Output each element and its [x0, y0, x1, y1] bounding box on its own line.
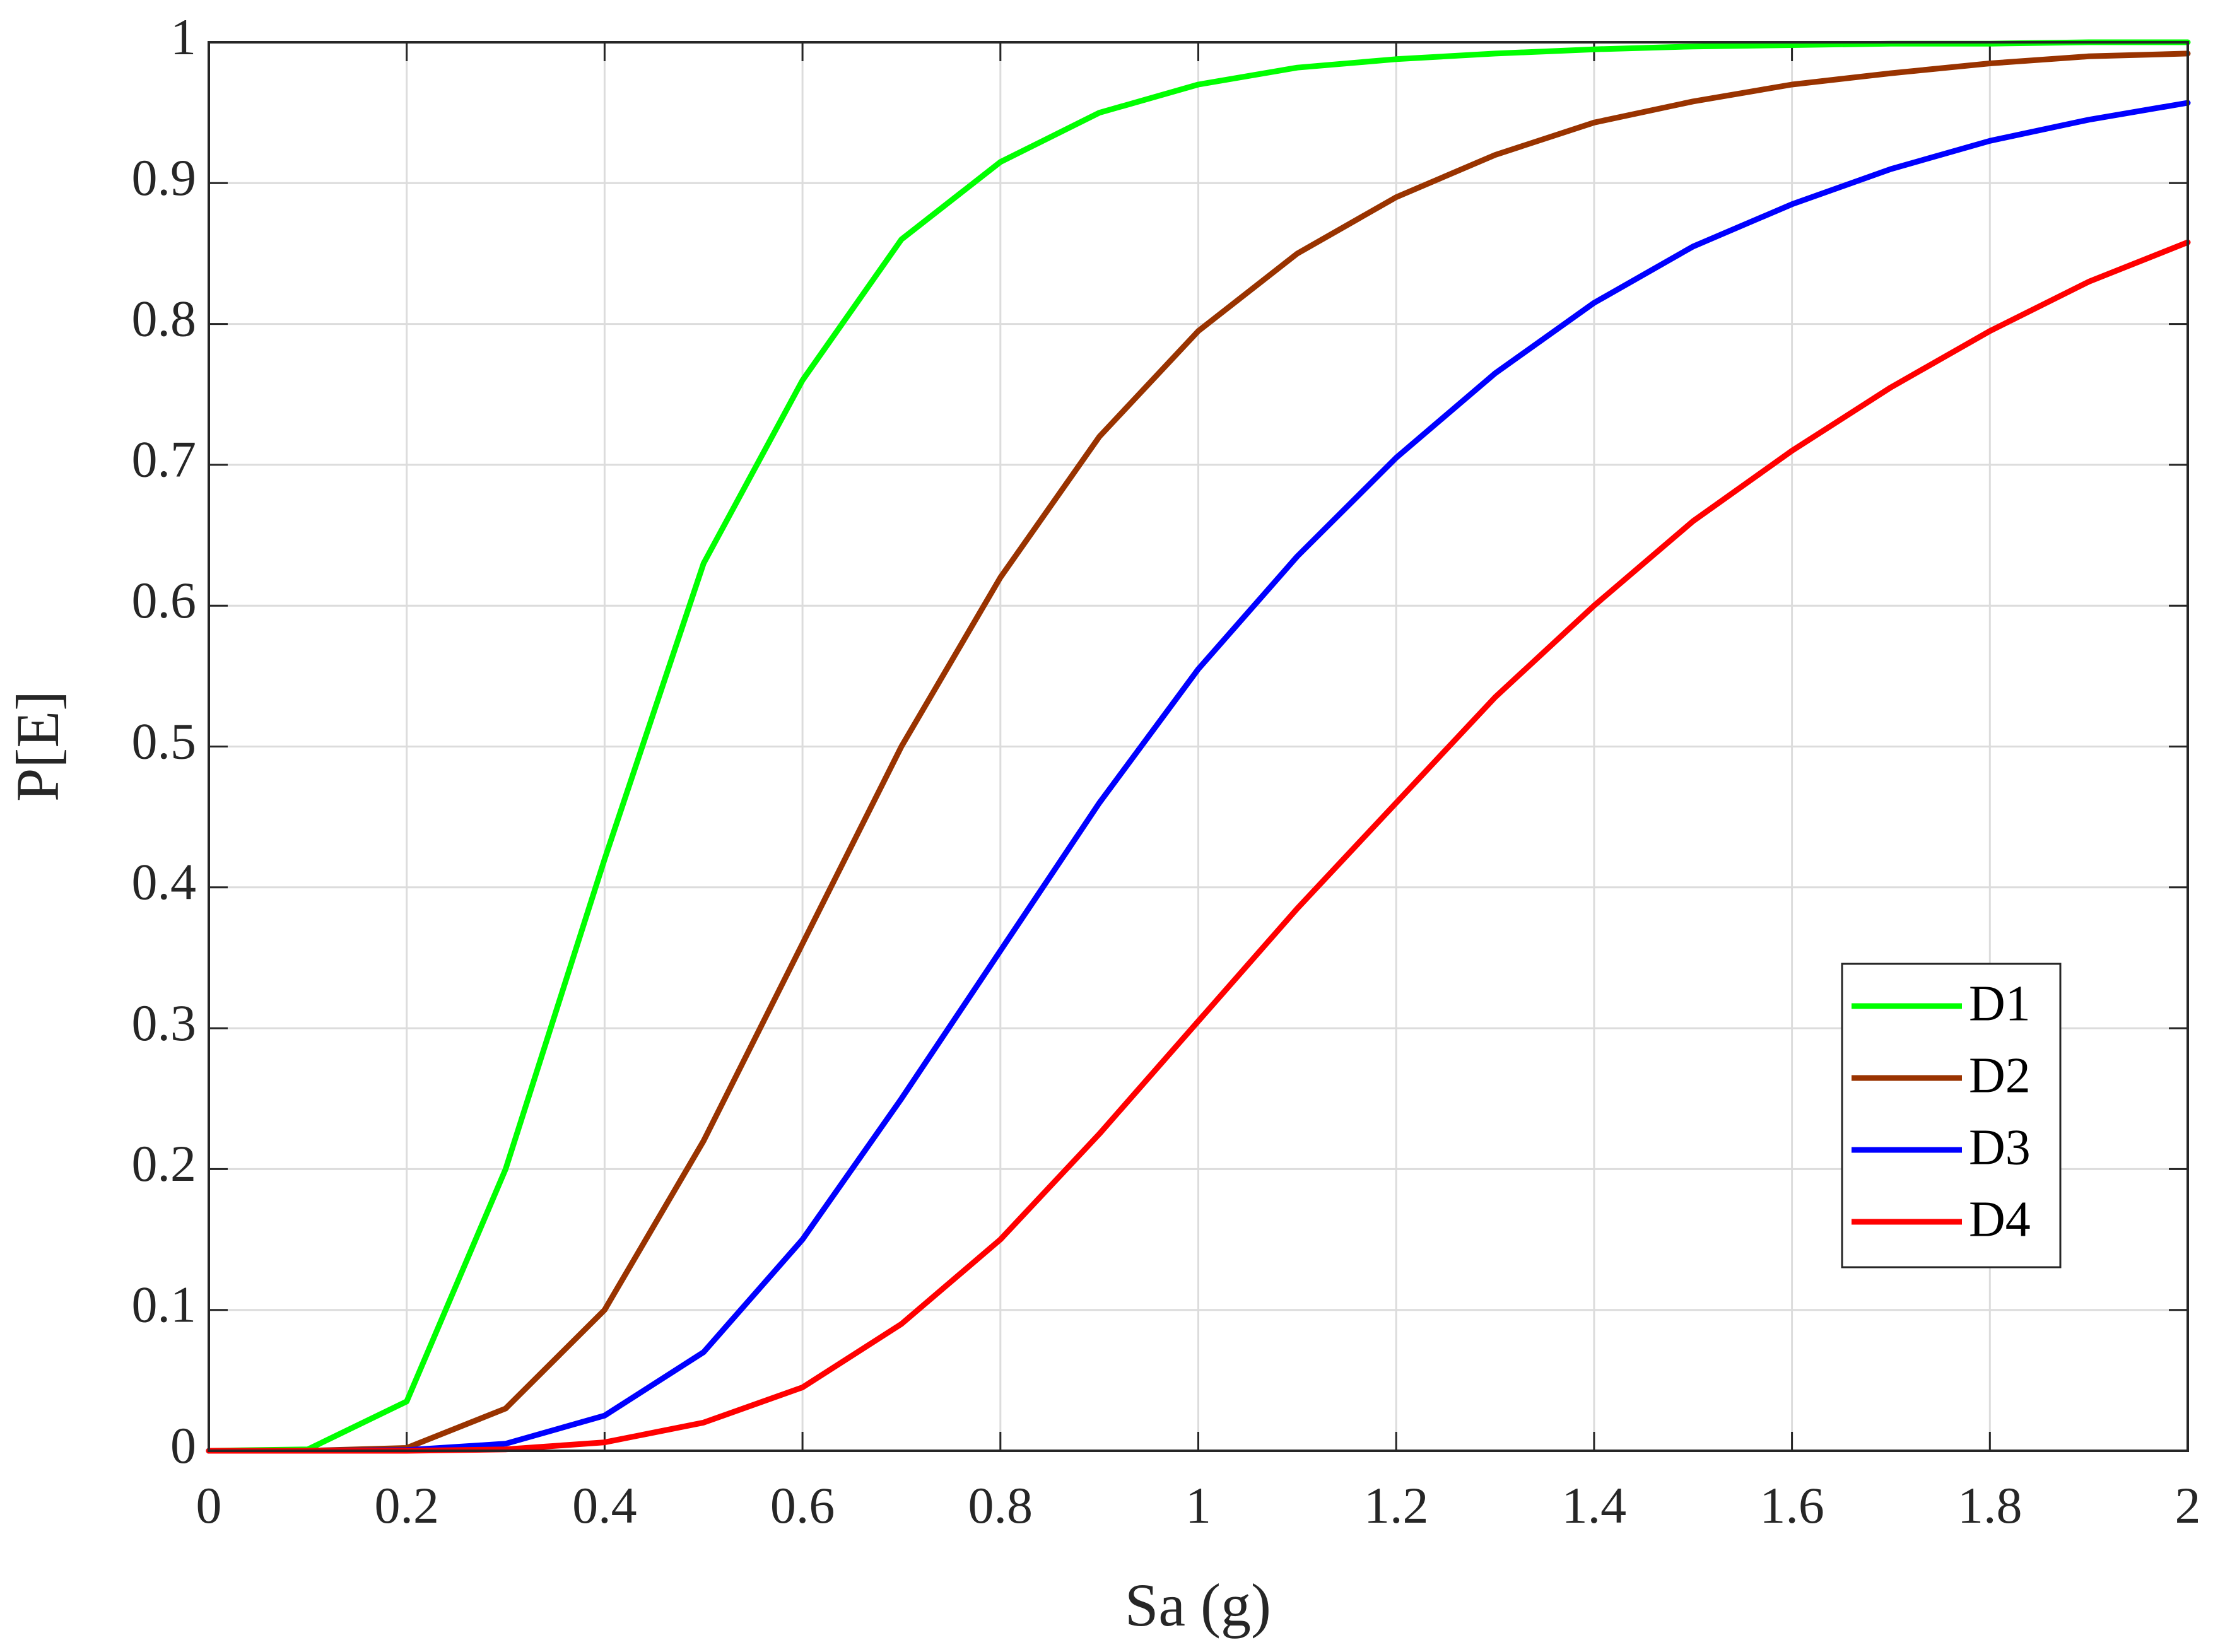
legend-box — [1841, 963, 2062, 1268]
y-tick-label: 0.9 — [132, 149, 197, 206]
y-tick-label: 0.7 — [132, 431, 197, 488]
data-line — [206, 100, 2191, 1454]
x-tick-label: 1.6 — [1759, 1477, 1824, 1534]
data-line — [206, 39, 2191, 1454]
x-tick-label: 1 — [1185, 1477, 1211, 1534]
y-tick-label: 0.3 — [132, 994, 197, 1052]
y-tick-label: 0.5 — [132, 712, 197, 770]
y-tick-label: 0.2 — [132, 1135, 197, 1192]
y-tick-label: 0.8 — [132, 290, 197, 347]
x-tick-label: 1.4 — [1562, 1477, 1627, 1534]
y-tick-label: 0 — [170, 1417, 196, 1474]
legend-label: D1 — [1969, 976, 2031, 1031]
x-tick-label: 1.2 — [1364, 1477, 1429, 1534]
x-tick-label: 0 — [196, 1477, 222, 1534]
x-tick-label: 0.6 — [770, 1477, 835, 1534]
x-tick-label: 0.4 — [572, 1477, 637, 1534]
y-axis-label: P[E] — [4, 691, 71, 802]
legend-label: D2 — [1969, 1048, 2031, 1103]
y-tick-label: 0.6 — [132, 571, 197, 629]
legend-label: D3 — [1969, 1120, 2031, 1175]
y-tick-label: 1 — [170, 8, 196, 66]
y-tick-label: 0.1 — [132, 1276, 197, 1333]
legend-label: D4 — [1969, 1192, 2031, 1247]
legend: D1 D2 D3 D4 — [1841, 963, 2062, 1268]
data-line — [206, 239, 2191, 1454]
x-tick-label: 1.8 — [1958, 1477, 2022, 1534]
y-tick-label: 0.4 — [132, 853, 197, 911]
x-tick-label: 0.8 — [968, 1477, 1033, 1534]
x-tick-label: 2 — [2175, 1477, 2201, 1534]
x-tick-label: 0.2 — [374, 1477, 439, 1534]
axes-box — [208, 41, 2189, 1452]
data-line — [206, 50, 2191, 1454]
x-axis-label: Sa (g) — [1125, 1571, 1271, 1639]
